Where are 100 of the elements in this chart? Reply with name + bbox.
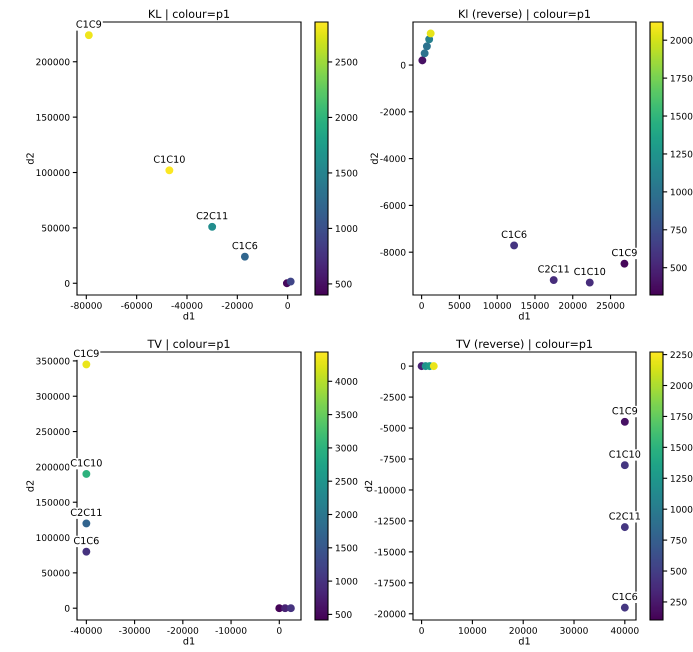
x-tick-label: -40000 <box>70 627 102 634</box>
y-tick-label: 200000 <box>36 58 70 66</box>
x-axis-title: d1 <box>183 637 194 645</box>
color-bar-label: 500 <box>670 264 687 272</box>
color-bar-label: 1000 <box>670 188 692 196</box>
y-tick-label: -2500 <box>380 394 406 401</box>
x-tick-label: 15000 <box>522 302 549 309</box>
y-tick-label: 300000 <box>36 392 70 400</box>
color-bar-label: 500 <box>336 280 352 288</box>
x-tick-label: -10000 <box>216 627 246 634</box>
x-tick-label: 20000 <box>559 302 587 309</box>
x-tick-label: -30000 <box>119 627 150 634</box>
y-tick-label: 100000 <box>36 169 70 176</box>
color-bar-label: 1500 <box>336 170 358 176</box>
y-axis-title: d2 <box>26 153 34 164</box>
chart-title: TV | colour=p1 <box>147 339 230 350</box>
color-bar-label: 2500 <box>336 478 358 485</box>
chart-title: TV (reverse) | colour=p1 <box>456 339 592 350</box>
y-tick-label: -8000 <box>380 248 406 256</box>
annotation: C1C6 <box>232 242 258 250</box>
x-tick-label: 10000 <box>484 302 511 309</box>
annotation: C1C9 <box>612 407 638 414</box>
y-axis-title: d2 <box>370 153 378 164</box>
color-bar-label: 500 <box>336 611 352 618</box>
y-tick-label: -6000 <box>380 202 406 209</box>
y-tick-label: 150000 <box>36 114 70 121</box>
x-tick-label: -40000 <box>171 302 202 309</box>
y-tick-label: 0 <box>64 280 70 287</box>
annotation: C1C10 <box>574 268 606 276</box>
color-bar-label: 3500 <box>336 411 358 418</box>
color-bar-label: 2500 <box>336 58 358 66</box>
x-tick-label: -20000 <box>222 302 253 309</box>
annotation: C1C10 <box>609 450 640 458</box>
chart-title: KL | colour=p1 <box>149 9 230 20</box>
color-bar-label: 3000 <box>336 444 358 452</box>
color-bar-label: 2000 <box>336 511 358 518</box>
annotation: C1C6 <box>612 592 638 600</box>
y-tick-label: 0 <box>64 604 70 612</box>
y-tick-label: 50000 <box>42 224 70 232</box>
y-tick-label: -10000 <box>374 486 406 494</box>
y-tick-label: -12500 <box>374 518 406 524</box>
y-tick-label: 0 <box>400 62 406 69</box>
y-tick-label: 200000 <box>36 464 70 470</box>
color-bar-label: 2000 <box>670 382 692 390</box>
color-bar-label: 1750 <box>670 413 692 420</box>
color-bar-label: 1250 <box>670 475 692 482</box>
x-tick-label: 20000 <box>510 627 537 634</box>
x-axis-title: d1 <box>183 312 194 320</box>
annotation: C2C11 <box>196 212 228 220</box>
color-bar-label: 750 <box>670 536 687 544</box>
annotation: C1C9 <box>74 350 99 357</box>
x-tick-label: 40000 <box>610 627 639 634</box>
annotation: C1C6 <box>74 536 99 544</box>
y-tick-label: 350000 <box>36 358 70 364</box>
x-tick-label: 0 <box>285 302 290 309</box>
y-tick-label: -17500 <box>374 580 406 586</box>
color-bar-label: 1750 <box>670 74 692 82</box>
y-axis-title: d2 <box>26 480 34 492</box>
y-tick-label: -4000 <box>380 155 406 162</box>
x-tick-label: 10000 <box>459 627 486 634</box>
x-tick-label: -80000 <box>70 302 102 309</box>
color-bar-label: 1000 <box>336 578 358 585</box>
x-tick-label: -20000 <box>167 627 198 634</box>
y-tick-label: -5000 <box>380 424 406 432</box>
x-tick-label: -60000 <box>121 302 152 309</box>
y-tick-label: 100000 <box>36 534 70 542</box>
y-tick-label: -7500 <box>380 456 406 463</box>
x-tick-label: 0 <box>419 302 424 309</box>
color-bar-label: 1500 <box>670 112 692 120</box>
annotation: C1C10 <box>154 156 185 163</box>
annotation: C2C11 <box>538 265 569 273</box>
annotation: C1C10 <box>70 459 102 467</box>
x-tick-label: 0 <box>419 627 424 634</box>
y-tick-label: -20000 <box>374 610 406 618</box>
color-bar-label: 1250 <box>670 150 692 158</box>
x-tick-label: 0 <box>277 627 282 634</box>
x-axis-title: d1 <box>518 312 530 320</box>
annotation: C1C9 <box>612 248 637 256</box>
y-tick-label: 0 <box>400 362 406 370</box>
color-bar-label: 1000 <box>670 506 692 513</box>
x-tick-label: 5000 <box>448 302 470 309</box>
color-bar-label: 750 <box>670 226 687 234</box>
color-bar-label: 4000 <box>335 378 358 385</box>
y-tick-label: -15000 <box>374 548 406 556</box>
annotation: C1C9 <box>76 20 102 28</box>
color-bar-label: 1500 <box>336 544 358 552</box>
x-tick-label: 25000 <box>596 302 624 309</box>
color-bar-label: 1000 <box>336 225 358 232</box>
annotation: C2C11 <box>70 508 102 516</box>
color-bar-label: 2000 <box>670 36 692 44</box>
annotation: C2C11 <box>609 512 640 520</box>
color-bar-label: 2250 <box>670 351 692 358</box>
y-tick-label: 250000 <box>36 428 70 436</box>
x-axis-title: d1 <box>518 637 530 645</box>
y-tick-label: 150000 <box>36 498 70 506</box>
color-bar-label: 500 <box>670 568 687 575</box>
x-tick-label: 30000 <box>560 627 588 634</box>
color-bar-label: 2000 <box>336 114 358 121</box>
y-tick-label: -2000 <box>380 108 406 116</box>
color-bar-label: 1500 <box>670 444 692 451</box>
